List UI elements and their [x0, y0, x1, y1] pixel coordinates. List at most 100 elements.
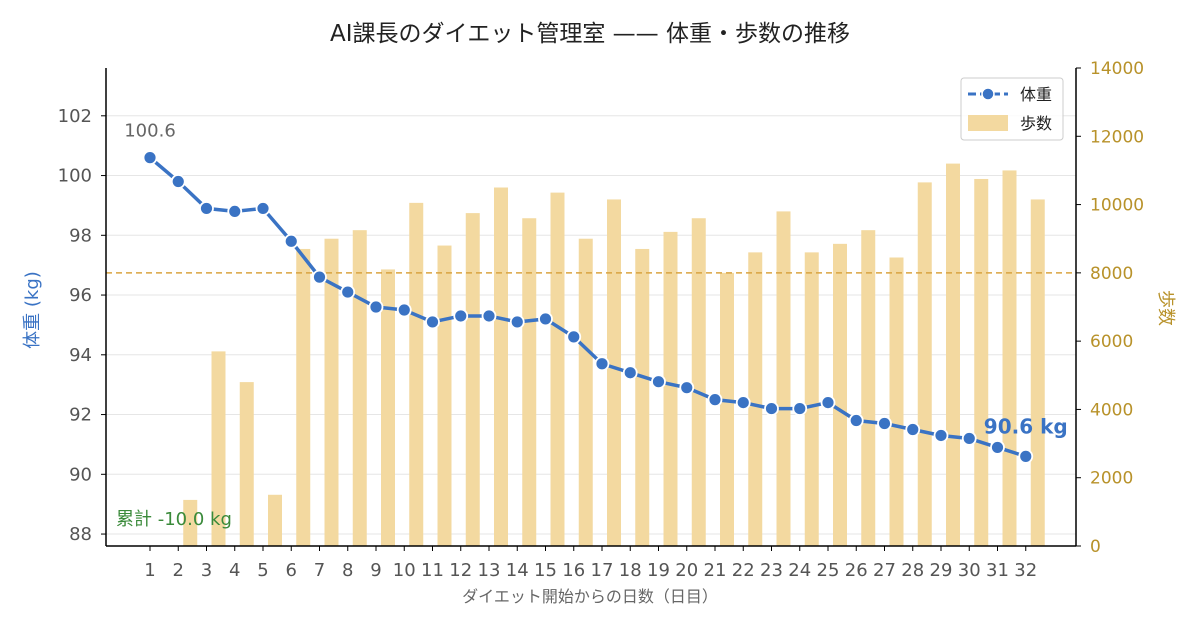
y-axis-right-label: 歩数	[1155, 290, 1176, 326]
x-tick-label: 32	[1014, 560, 1037, 581]
x-tick-label: 3	[201, 560, 212, 581]
x-tick-label: 18	[619, 560, 642, 581]
weight-point	[961, 431, 977, 446]
step-bar	[522, 218, 537, 546]
y-left-tick-label: 88	[69, 524, 92, 545]
step-bar	[296, 248, 311, 546]
weight-point	[255, 201, 271, 216]
x-tick-label: 19	[647, 560, 670, 581]
step-bar	[437, 245, 452, 547]
y-right-tick-label: 4000	[1090, 400, 1133, 420]
start-weight-label: 100.6	[124, 121, 176, 142]
weight-point	[142, 150, 158, 166]
weight-point	[340, 284, 356, 300]
x-tick-label: 15	[534, 560, 557, 581]
step-bar	[833, 243, 847, 547]
step-bars	[183, 163, 1045, 547]
step-bar	[268, 494, 282, 546]
weight-point	[481, 308, 497, 324]
weight-point	[820, 395, 836, 411]
x-tick-label: 17	[591, 560, 614, 581]
y-left-tick-label: 92	[69, 405, 92, 426]
x-tick-label: 13	[478, 560, 501, 581]
x-tick-label: 24	[788, 560, 811, 581]
weight-point	[1018, 448, 1034, 464]
step-bar	[974, 178, 989, 546]
step-bar	[861, 230, 876, 546]
x-tick-label: 31	[986, 560, 1009, 581]
y-left-tick-label: 96	[69, 285, 92, 306]
step-bar	[917, 182, 932, 546]
y-right-tick-label: 2000	[1090, 469, 1133, 489]
weight-point	[990, 440, 1005, 455]
legend-entry-steps: 歩数	[1020, 114, 1052, 133]
y-right-tick-label: 10000	[1090, 196, 1144, 216]
weight-point	[651, 374, 666, 390]
step-bar	[409, 202, 424, 546]
step-bar	[889, 257, 904, 546]
x-tick-label: 21	[704, 560, 727, 581]
y-right-tick-label: 8000	[1090, 264, 1133, 284]
step-bar	[946, 163, 960, 546]
x-tick-label: 14	[506, 560, 529, 581]
step-bar	[465, 213, 480, 546]
end-weight-label: 90.6 kg	[984, 414, 1068, 438]
weight-point	[283, 233, 299, 249]
x-axis-label: ダイエット開始からの日数（日目）	[462, 587, 718, 606]
step-bar	[494, 187, 508, 546]
weight-point	[877, 416, 892, 431]
step-bar	[635, 248, 650, 546]
legend: 体重 歩数	[960, 77, 1064, 141]
weight-point	[848, 413, 864, 428]
step-bar	[381, 269, 395, 546]
step-bar	[211, 351, 226, 546]
weight-point	[425, 314, 440, 330]
weight-point	[764, 401, 779, 416]
step-bar	[607, 199, 621, 546]
weight-point	[792, 401, 808, 416]
step-bar	[1002, 170, 1017, 546]
weight-points	[142, 150, 1034, 464]
step-bar	[239, 382, 254, 546]
x-tick-label: 26	[845, 560, 868, 581]
y-left-tick-label: 94	[69, 345, 92, 366]
step-bar	[578, 238, 593, 546]
weight-point	[905, 422, 921, 437]
weight-point	[707, 392, 723, 408]
y-axis-left-label: 体重 (kg)	[22, 271, 43, 349]
weight-point	[396, 302, 412, 318]
y-right-tick-label: 0	[1090, 537, 1101, 557]
weight-point	[566, 329, 582, 345]
y-left-tick-label: 98	[69, 225, 92, 246]
step-bar	[748, 252, 763, 546]
y-right-tick-label: 6000	[1090, 332, 1133, 352]
x-tick-label: 8	[342, 560, 353, 581]
weight-point	[199, 201, 214, 216]
y-left-tick-label: 90	[69, 464, 92, 485]
x-tick-label: 30	[958, 560, 981, 581]
weight-point	[453, 308, 469, 324]
x-tick-label: 16	[562, 560, 585, 581]
step-bar	[804, 252, 819, 546]
step-bar	[1030, 199, 1045, 546]
x-tick-label: 27	[873, 560, 896, 581]
weight-point	[594, 356, 610, 372]
total-change-label: 累計 -10.0 kg	[116, 509, 232, 530]
weight-point	[933, 428, 949, 443]
x-tick-label: 22	[732, 560, 755, 581]
weight-point	[312, 269, 327, 285]
x-tick-label: 10	[393, 560, 416, 581]
x-tick-label: 9	[370, 560, 381, 581]
weight-point	[622, 365, 638, 381]
step-bar	[720, 272, 734, 546]
axes	[105, 68, 1077, 547]
weight-point	[679, 380, 695, 396]
weight-point	[368, 299, 384, 315]
step-bar	[183, 499, 198, 546]
step-bar	[550, 192, 565, 546]
step-bar	[663, 231, 678, 546]
x-tick-label: 2	[173, 560, 184, 581]
weight-point	[170, 174, 186, 189]
y-right-tick-label: 14000	[1090, 59, 1144, 79]
weight-point	[538, 311, 553, 327]
